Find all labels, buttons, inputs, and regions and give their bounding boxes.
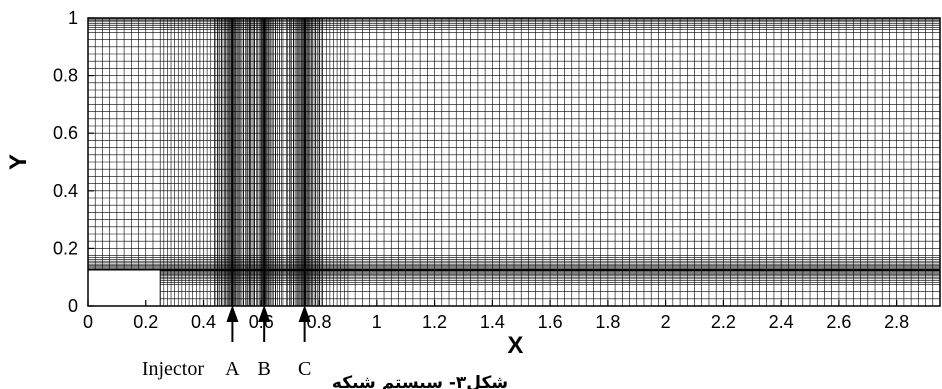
x-tick-label: 2.4 [769,312,794,332]
marker-label: B [258,358,271,380]
marker-arrow-head [298,305,311,322]
plot-frame [87,17,941,307]
x-tick-label: 1.6 [538,312,563,332]
x-tick-label: 1.8 [595,312,620,332]
y-tick-label: 0.6 [53,123,78,143]
x-tick-label: 0 [83,312,93,332]
marker-arrow-head [258,305,271,322]
x-tick-label: 1.2 [422,312,447,332]
x-tick-label: 2.8 [884,312,909,332]
injector-label: Injector [142,358,205,380]
x-tick-label: 1.4 [480,312,505,332]
x-tick-label: 2 [661,312,671,332]
y-tick-label: 0.2 [53,238,78,258]
marker-arrow-head [226,305,239,322]
x-axis-ticks: 00.20.40.60.811.21.41.61.822.22.42.62.8 [83,300,909,332]
x-tick-label: 2.2 [711,312,736,332]
marker-label: C [298,358,311,380]
y-axis-title: Y [5,154,32,170]
x-tick-label: 1 [372,312,382,332]
figure-caption: شکل۳- سیستم شبکه [332,373,508,389]
mesh-grid [87,17,941,307]
y-axis-ticks: 0 0.2 0.4 0.6 0.8 1 [53,8,94,316]
x-axis-title: X [507,332,523,359]
x-tick-label: 0.8 [307,312,332,332]
injector-block [87,269,161,307]
y-tick-label: 0.8 [53,66,78,86]
y-tick-label: 0.4 [53,181,78,201]
y-tick-label: 0 [68,296,78,316]
x-tick-label: 0.2 [133,312,158,332]
y-tick-label: 1 [68,8,78,28]
x-tick-label: 0.4 [191,312,216,332]
x-tick-label: 2.6 [826,312,851,332]
marker-label: A [225,358,240,380]
